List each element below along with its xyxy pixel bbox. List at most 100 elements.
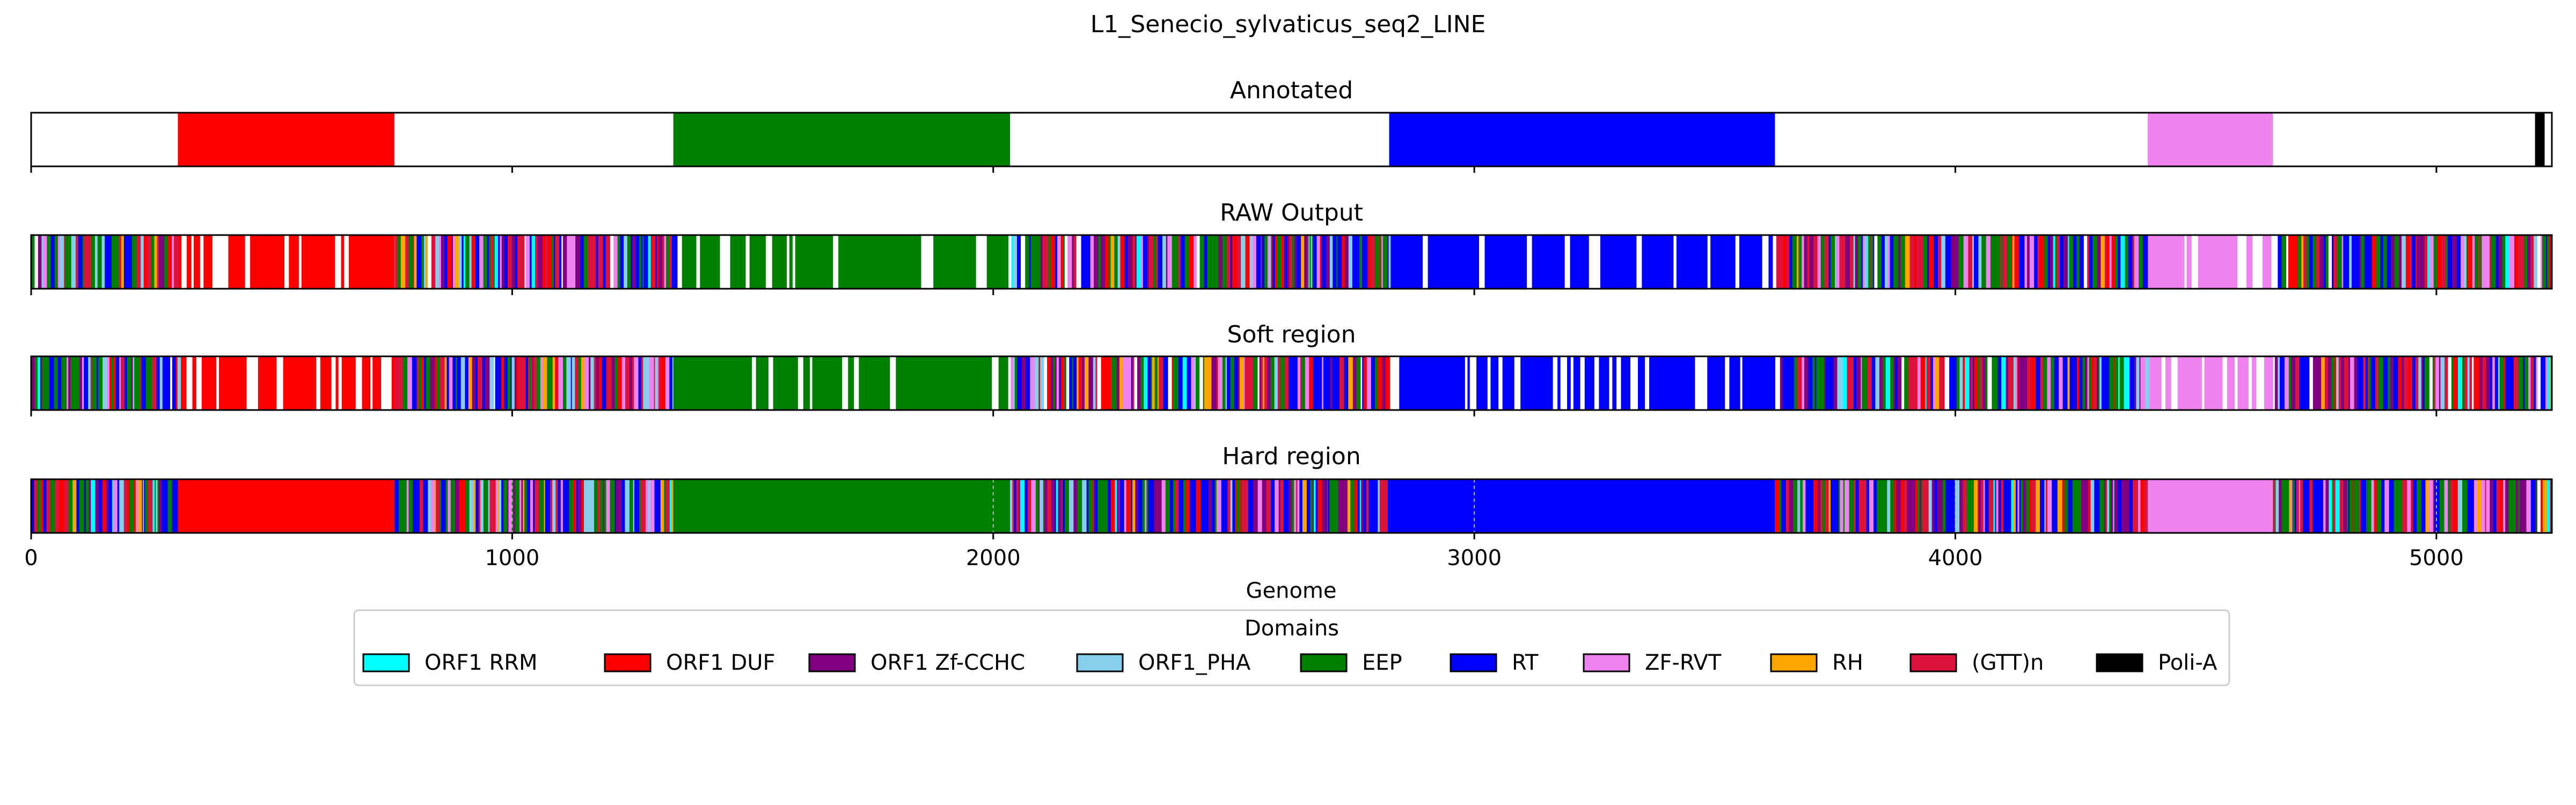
prediction-stripe [2289,479,2292,533]
prediction-stripe [2207,235,2212,289]
prediction-stripe [2120,235,2125,289]
prediction-stripe [515,235,518,289]
prediction-stripe [2142,235,2147,289]
prediction-stripe [2309,356,2314,410]
prediction-stripe [2226,235,2232,289]
prediction-stripe [1090,235,1094,289]
prediction-stripe [1823,235,1825,289]
prediction-stripe [1766,356,1773,410]
prediction-stripe [84,479,86,533]
prediction-stripe [625,235,628,289]
prediction-stripe [652,235,656,289]
prediction-stripe [1132,235,1136,289]
prediction-stripe [1123,356,1127,410]
prediction-stripe [2394,479,2398,533]
prediction-stripe [1403,356,1407,410]
prediction-stripe [131,235,135,289]
prediction-stripe [1266,479,1271,533]
prediction-stripe [929,235,934,289]
prediction-stripe [84,235,87,289]
prediction-stripe [2417,479,2422,533]
prediction-stripe [1522,235,1525,289]
prediction-stripe [1960,235,1964,289]
prediction-stripe [79,356,83,410]
prediction-stripe [1918,479,1920,533]
prediction-stripe [1235,479,1237,533]
prediction-stripe [607,356,612,410]
prediction-stripe [173,235,179,289]
prediction-stripe [524,235,526,289]
prediction-stripe [480,479,484,533]
prediction-stripe [2043,356,2048,410]
prediction-stripe [473,479,476,533]
prediction-stripe [1240,479,1242,533]
prediction-stripe [177,356,181,410]
prediction-stripe [134,479,136,533]
prediction-stripe [2013,479,2016,533]
prediction-stripe [378,235,382,289]
prediction-stripe [896,356,899,410]
prediction-stripe [486,356,490,410]
prediction-stripe [2537,235,2541,289]
prediction-stripe [2264,356,2268,410]
prediction-stripe [239,235,246,289]
prediction-stripe [575,235,581,289]
prediction-stripe [1861,235,1863,289]
prediction-stripe [854,235,859,289]
prediction-stripe [1064,235,1068,289]
prediction-stripe [1153,235,1157,289]
prediction-stripe [2118,356,2120,410]
prediction-stripe [1316,235,1321,289]
prediction-stripe [348,235,353,289]
prediction-stripe [2030,356,2036,410]
prediction-stripe [43,235,47,289]
prediction-stripe [1161,479,1166,533]
prediction-stripe [1948,479,1953,533]
prediction-stripe [1132,356,1135,410]
prediction-stripe [507,479,509,533]
prediction-stripe [134,356,137,410]
prediction-stripe [2359,235,2361,289]
prediction-stripe [1021,235,1026,289]
prediction-stripe [671,235,674,289]
prediction-stripe [68,356,71,410]
prediction-stripe [1132,479,1136,533]
prediction-stripe [394,479,399,533]
prediction-stripe [2301,235,2304,289]
prediction-stripe [1503,235,1509,289]
prediction-stripe [1850,356,1854,410]
prediction-stripe [1017,356,1022,410]
prediction-stripe [1437,235,1441,289]
prediction-stripe [2490,479,2494,533]
prediction-stripe [61,479,64,533]
prediction-stripe [2367,235,2373,289]
prediction-stripe [47,235,52,289]
prediction-stripe [865,235,871,289]
prediction-stripe [603,479,604,533]
prediction-stripe [2278,356,2280,410]
prediction-stripe [1326,235,1329,289]
prediction-stripe [1200,479,1204,533]
prediction-stripe [1683,356,1689,410]
prediction-stripe [2461,235,2465,289]
prediction-stripe [206,235,211,289]
prediction-stripe [235,235,240,289]
prediction-stripe [596,356,599,410]
prediction-stripe [127,356,132,410]
prediction-stripe [1476,235,1480,289]
prediction-stripe [1707,235,1711,289]
prediction-stripe [2505,356,2509,410]
prediction-stripe [588,235,592,289]
prediction-stripe [86,356,89,410]
prediction-stripe [580,235,584,289]
prediction-stripe [2486,479,2490,533]
prediction-stripe [2018,356,2023,410]
prediction-stripe [555,356,559,410]
prediction-stripe [71,235,76,289]
prediction-stripe [1216,479,1222,533]
prediction-stripe [2479,235,2483,289]
prediction-stripe [1257,356,1260,410]
prediction-stripe [2169,235,2172,289]
prediction-stripe [1059,356,1062,410]
prediction-stripe [2479,356,2482,410]
